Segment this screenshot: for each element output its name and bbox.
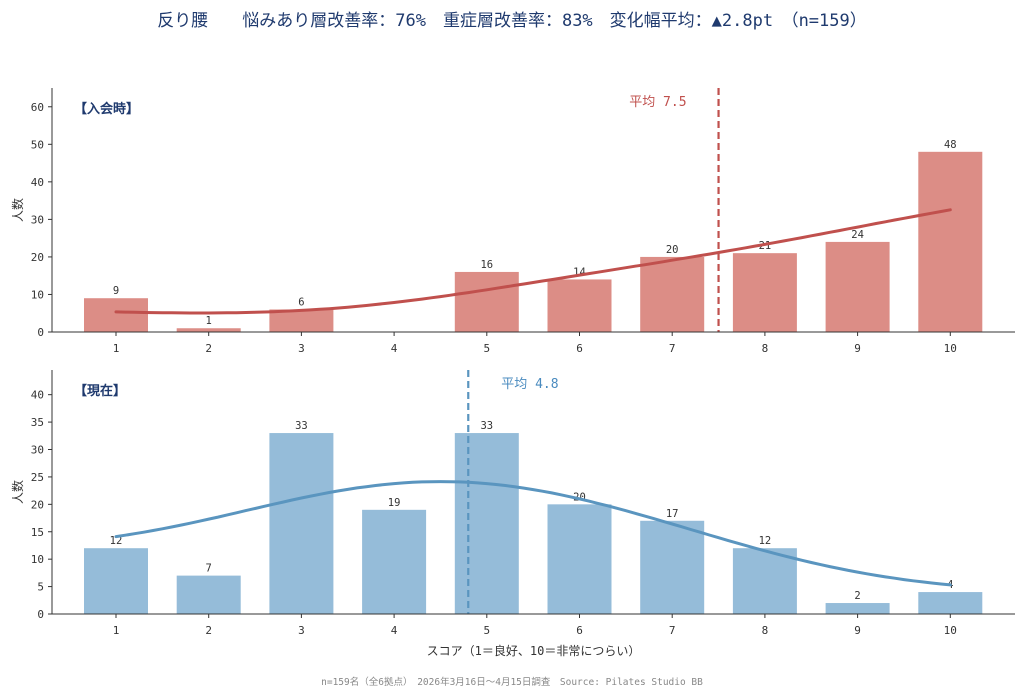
x-tick-label: 6 [576,624,583,637]
bar-value-label: 2 [854,590,860,602]
bar-3 [269,309,334,332]
y-tick-label: 0 [37,326,44,339]
bar-9 [825,241,890,332]
x-tick-label: 1 [113,624,120,637]
x-tick-label: 10 [944,342,957,355]
trend-curve [114,208,952,315]
y-tick-label: 0 [37,608,44,621]
y-tick-label: 35 [31,416,44,429]
y-tick-label: 15 [31,526,44,539]
x-tick-label: 5 [483,624,490,637]
bar-3 [269,433,334,614]
bar-1 [84,298,148,332]
x-tick-label: 2 [205,342,212,355]
panel-label: 【現在】 [74,383,126,399]
bar-value-label: 9 [113,285,119,297]
bar-8 [732,253,797,332]
bar-10 [918,592,983,614]
x-tick-label: 4 [391,624,398,637]
y-tick-label: 20 [31,498,44,511]
y-tick-label: 30 [31,213,44,226]
bar-6 [547,279,612,332]
y-tick-label: 50 [31,138,44,151]
footer-note: n=159名（全6拠点） 2026年3月16日〜4月15日調査 Source: … [321,676,703,688]
bar-4 [362,509,427,614]
bar-value-label: 33 [295,420,308,432]
bar-value-label: 48 [944,139,957,151]
x-tick-label: 9 [854,624,861,637]
x-tick-label: 9 [854,342,861,355]
bar-9 [825,603,890,614]
bar-value-label: 19 [388,497,401,509]
y-tick-label: 40 [31,176,44,189]
chart-title: 反り腰 悩みあり層改善率：76% 重症層改善率：83% 変化幅平均：▲2.8pt… [157,11,867,31]
bar-6 [547,504,612,614]
bar-10 [918,151,983,332]
y-axis-label: 人数 [10,480,25,504]
x-tick-label: 8 [762,624,769,637]
bar-value-label: 12 [759,535,772,547]
x-tick-label: 1 [113,342,120,355]
x-tick-label: 8 [762,342,769,355]
y-tick-label: 40 [31,389,44,402]
y-tick-label: 10 [31,288,44,301]
bar-2 [176,328,241,332]
x-tick-label: 4 [391,342,398,355]
x-tick-label: 3 [298,342,305,355]
y-tick-label: 25 [31,471,44,484]
x-tick-label: 10 [944,624,957,637]
bar-2 [176,575,241,614]
y-tick-label: 20 [31,251,44,264]
bar-value-label: 7 [206,563,212,575]
bar-5 [454,433,519,614]
y-tick-label: 10 [31,553,44,566]
y-tick-label: 5 [37,581,44,594]
x-tick-label: 2 [205,624,212,637]
x-tick-label: 7 [669,342,676,355]
bar-value-label: 1 [206,315,212,327]
bar-value-label: 17 [666,508,679,520]
bar-value-label: 12 [110,535,123,547]
y-tick-label: 60 [31,101,44,114]
bar-1 [84,548,148,614]
y-axis-label: 人数 [10,198,25,222]
mean-label: 平均 4.8 [501,377,558,392]
x-tick-label: 7 [669,624,676,637]
x-tick-label: 6 [576,342,583,355]
bar-value-label: 20 [666,244,679,256]
x-tick-label: 3 [298,624,305,637]
mean-label: 平均 7.5 [629,95,686,110]
bar-value-label: 6 [298,296,304,308]
x-axis-label: スコア（1＝良好、10＝非常につらい） [427,643,641,658]
trend-curve [114,480,952,587]
bar-value-label: 16 [480,259,493,271]
bar-7 [640,520,705,614]
bar-value-label: 24 [851,229,864,241]
bar-8 [732,548,797,614]
bar-value-label: 33 [480,420,493,432]
bar-7 [640,256,705,332]
panel-label: 【入会時】 [74,101,139,117]
x-tick-label: 5 [483,342,490,355]
y-tick-label: 30 [31,444,44,457]
bar-5 [454,271,519,332]
